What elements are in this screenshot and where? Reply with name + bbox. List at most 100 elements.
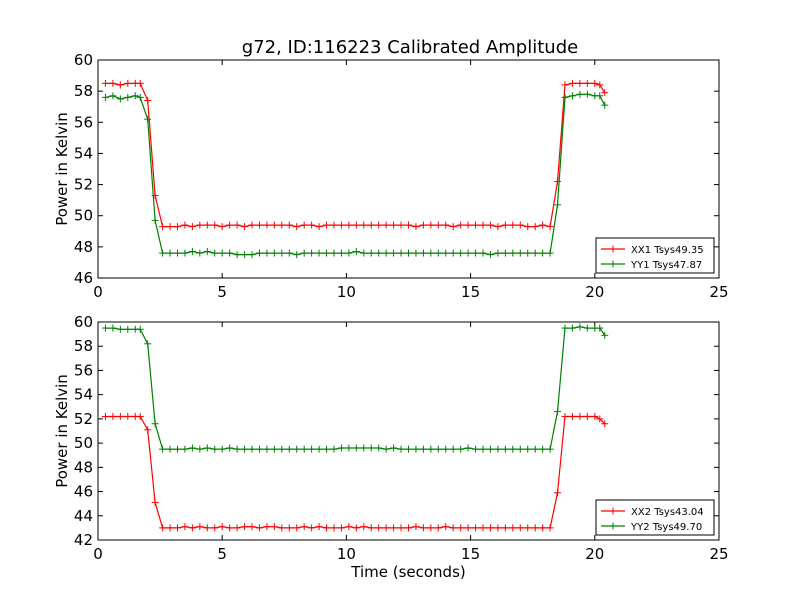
y-tick-label: 52 [74,410,93,428]
data-point [337,249,345,257]
data-point [203,248,211,256]
data-point [539,249,547,257]
data-point [248,445,256,453]
data-point [494,223,502,231]
data-point [524,524,532,532]
data-point [554,177,562,185]
data-point [524,445,532,453]
data-point [159,249,167,257]
x-tick-label: 5 [217,545,227,563]
data-point [457,221,465,229]
data-point [151,420,159,428]
data-point [601,101,609,109]
data-point [188,223,196,231]
data-point [188,524,196,532]
data-point [486,445,494,453]
data-point [278,524,286,532]
data-point [434,524,442,532]
data-point [151,498,159,506]
x-tick-label: 20 [585,283,604,301]
data-point [509,524,517,532]
data-point [196,221,204,229]
data-point [390,249,398,257]
data-point [352,248,360,256]
data-point [554,489,562,497]
data-point [241,445,249,453]
data-point [315,445,323,453]
data-point [601,89,609,97]
data-point [218,223,226,231]
data-point [136,93,144,101]
data-point [486,221,494,229]
data-point [285,524,293,532]
data-point [226,444,234,452]
data-point [188,248,196,256]
series-2 [101,90,609,259]
y-tick-label: 54 [74,386,93,404]
data-point [554,408,562,416]
data-point [568,92,576,100]
data-point [375,221,383,229]
data-point [101,79,109,87]
data-point [382,221,390,229]
data-point [442,523,450,531]
legend-label: YY2 Tsys49.70 [630,522,702,533]
data-point [124,79,132,87]
data-point [308,445,316,453]
data-point [591,412,599,420]
data-point [568,324,576,332]
data-point [352,444,360,452]
data-point [226,221,234,229]
legend-label: YY1 Tsys47.87 [630,260,702,271]
data-point [501,221,509,229]
data-point [464,444,472,452]
data-point [352,221,360,229]
y-tick-label: 42 [74,531,93,549]
data-point [330,249,338,257]
data-point [211,221,219,229]
data-point [173,249,181,257]
data-point [345,221,353,229]
data-point [218,523,226,531]
chart-title: g72, ID:116223 Calibrated Amplitude [242,37,578,58]
data-point [233,524,241,532]
data-point [211,524,219,532]
data-point [263,249,271,257]
data-point [203,444,211,452]
data-point [419,524,427,532]
data-point [248,523,256,531]
data-point [596,92,604,100]
data-point [144,426,152,434]
data-point [159,445,167,453]
data-point [583,412,591,420]
data-point [546,223,554,231]
data-point [124,93,132,101]
legend-label: XX1 Tsys49.35 [631,245,704,256]
data-point [472,445,480,453]
data-point [337,221,345,229]
data-point [390,221,398,229]
data-point [278,445,286,453]
data-point [509,249,517,257]
data-point [419,445,427,453]
data-point [367,524,375,532]
data-point [360,249,368,257]
x-tick-label: 0 [93,545,103,563]
data-point [278,249,286,257]
data-point [166,249,174,257]
data-point [405,221,412,229]
data-point [330,445,338,453]
data-point [293,445,301,453]
data-point [501,524,509,532]
legend-box [595,237,715,274]
data-point [166,524,174,532]
data-point [255,445,263,453]
data-point [136,412,144,420]
data-point [270,523,278,531]
data-point [531,249,539,257]
data-point [211,249,219,257]
data-point [486,251,494,259]
data-point [226,249,234,257]
data-point [531,524,539,532]
